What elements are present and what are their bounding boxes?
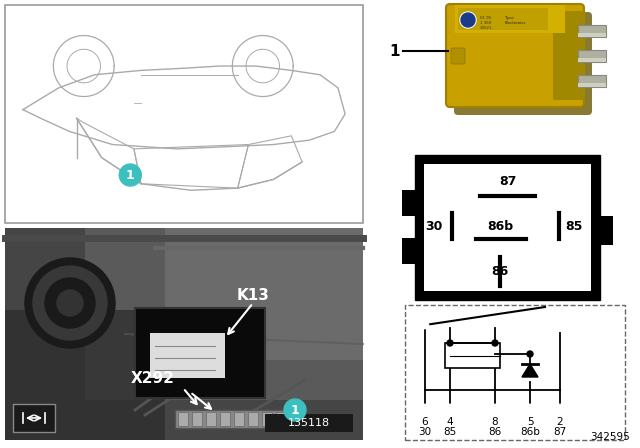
Bar xyxy=(405,305,625,440)
Bar xyxy=(150,333,225,378)
Text: 87: 87 xyxy=(499,175,516,188)
Bar xyxy=(424,164,591,291)
Bar xyxy=(402,190,417,216)
Text: 86b: 86b xyxy=(487,220,513,233)
Text: 135118: 135118 xyxy=(288,418,330,428)
Circle shape xyxy=(447,340,453,346)
Text: 85: 85 xyxy=(444,427,456,437)
Text: 86: 86 xyxy=(488,427,502,437)
Text: K13: K13 xyxy=(237,288,269,302)
Circle shape xyxy=(460,12,476,28)
Text: 85: 85 xyxy=(565,220,583,233)
FancyBboxPatch shape xyxy=(454,12,592,115)
Circle shape xyxy=(525,405,536,415)
Text: Tyco
Electronics: Tyco Electronics xyxy=(505,16,526,25)
Bar xyxy=(578,33,606,37)
Bar xyxy=(248,412,258,426)
Bar xyxy=(458,8,548,30)
Bar xyxy=(265,414,353,432)
Text: 86b: 86b xyxy=(520,427,540,437)
Circle shape xyxy=(554,405,566,415)
Circle shape xyxy=(445,405,456,415)
Circle shape xyxy=(490,405,500,415)
Bar xyxy=(578,25,606,37)
Circle shape xyxy=(492,340,498,346)
Text: 4: 4 xyxy=(447,417,453,427)
Bar xyxy=(262,412,272,426)
Bar xyxy=(85,228,363,400)
Circle shape xyxy=(461,13,475,27)
Text: X292: X292 xyxy=(131,370,175,385)
Circle shape xyxy=(119,164,141,186)
Text: 8: 8 xyxy=(492,417,499,427)
Text: 87: 87 xyxy=(554,427,566,437)
Bar xyxy=(206,412,216,426)
Circle shape xyxy=(284,399,306,421)
Bar xyxy=(598,216,613,245)
Text: 2: 2 xyxy=(557,417,563,427)
Text: 1: 1 xyxy=(291,404,300,417)
FancyBboxPatch shape xyxy=(451,48,465,64)
Polygon shape xyxy=(522,364,538,377)
Bar xyxy=(445,343,500,368)
Bar xyxy=(192,412,202,426)
Text: 1: 1 xyxy=(126,168,134,181)
Bar xyxy=(5,228,363,440)
FancyBboxPatch shape xyxy=(553,11,585,100)
Bar xyxy=(415,155,600,300)
Text: 1: 1 xyxy=(390,43,400,59)
Circle shape xyxy=(45,278,95,328)
Bar xyxy=(234,412,244,426)
Bar xyxy=(135,308,265,398)
Bar xyxy=(578,58,606,62)
Bar xyxy=(175,410,295,428)
Bar xyxy=(402,237,417,264)
Text: 86: 86 xyxy=(492,264,509,277)
Bar xyxy=(5,5,363,223)
Text: 5: 5 xyxy=(527,417,533,427)
Bar xyxy=(13,404,55,432)
Circle shape xyxy=(33,266,107,340)
Bar xyxy=(578,83,606,87)
Text: 30: 30 xyxy=(425,220,442,233)
Circle shape xyxy=(557,314,563,320)
Text: 342595: 342595 xyxy=(590,432,630,442)
Bar xyxy=(578,51,606,62)
Bar xyxy=(578,75,606,87)
Bar xyxy=(455,5,565,33)
Circle shape xyxy=(419,405,431,415)
Circle shape xyxy=(422,322,429,328)
Circle shape xyxy=(527,351,533,357)
Bar xyxy=(220,412,230,426)
Text: 30: 30 xyxy=(419,427,431,437)
Bar xyxy=(165,228,363,360)
Text: 6: 6 xyxy=(422,417,428,427)
Text: 01 95
1 369
10021: 01 95 1 369 10021 xyxy=(480,16,493,30)
Circle shape xyxy=(25,258,115,348)
Bar xyxy=(276,412,286,426)
Bar xyxy=(178,412,188,426)
FancyBboxPatch shape xyxy=(446,4,584,107)
Circle shape xyxy=(57,290,83,316)
Bar xyxy=(5,310,165,440)
